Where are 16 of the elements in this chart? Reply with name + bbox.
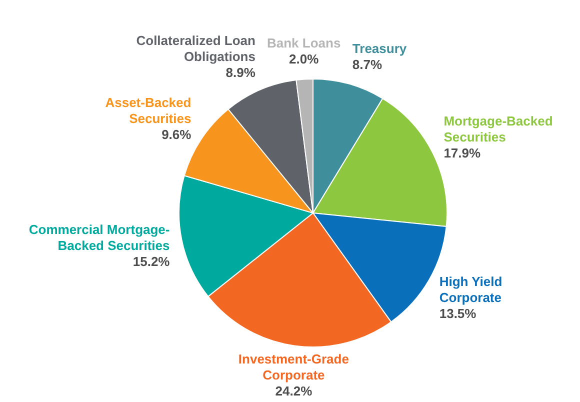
slice-label: Investment-Grade Corporate bbox=[238, 351, 349, 382]
data-label: 17.9% bbox=[444, 145, 482, 160]
data-label: 13.5% bbox=[439, 306, 477, 322]
slice-label: Asset-Backed Securities bbox=[105, 95, 192, 126]
slice-label: High Yield Corporate bbox=[439, 274, 502, 306]
slice-label: Treasury bbox=[352, 41, 408, 56]
data-label: 2.0% bbox=[289, 51, 320, 66]
data-label: 9.6% bbox=[162, 127, 192, 142]
slice-label: Bank Loans bbox=[266, 35, 341, 50]
slice-label: Collateralized Loan Obligations bbox=[136, 32, 256, 64]
data-label: 8.9% bbox=[226, 64, 256, 80]
data-label: 8.7% bbox=[352, 57, 382, 72]
slice-label: Commercial Mortgage-Backed Securities bbox=[28, 222, 170, 253]
slice-label: Mortgage-Backed Securities bbox=[444, 113, 553, 144]
data-label: 24.2% bbox=[275, 383, 313, 398]
data-label: 15.2% bbox=[132, 254, 170, 269]
